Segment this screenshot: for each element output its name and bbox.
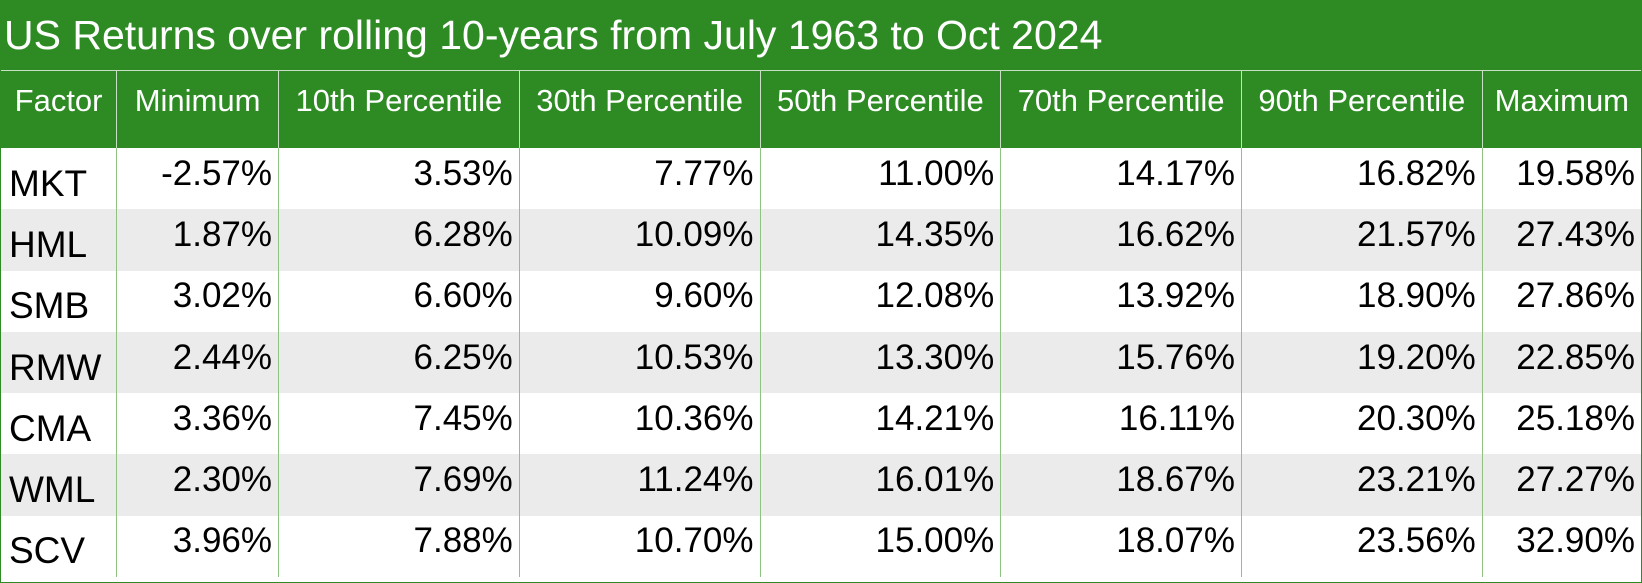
table-body: MKT -2.57% 3.53% 7.77% 11.00% 14.17% 16.82% 19.…: [1, 148, 1641, 578]
value-cell: 10.70%: [518, 515, 760, 578]
value-cell: 25.18%: [1481, 393, 1641, 455]
value-cell: 10.36%: [518, 393, 760, 455]
value-cell: 3.02%: [116, 270, 279, 332]
value-cell: 7.69%: [278, 454, 520, 516]
value-cell: 19.58%: [1481, 148, 1641, 210]
value-cell: 23.56%: [1240, 515, 1483, 578]
table-row: RMW 2.44% 6.25% 10.53% 13.30% 15.76% 19.20% 22.…: [1, 331, 1641, 394]
value-cell: 23.21%: [1240, 454, 1483, 516]
value-cell: 27.43%: [1481, 209, 1641, 271]
value-cell: 19.20%: [1240, 331, 1483, 394]
value-cell: 14.35%: [759, 209, 1001, 271]
column-header-10th-percentile: 10th Percentile: [278, 71, 520, 148]
value-cell: 16.01%: [759, 454, 1001, 516]
value-cell: 13.92%: [1000, 270, 1242, 332]
value-cell: 15.00%: [759, 515, 1001, 578]
value-cell: 11.24%: [518, 454, 760, 516]
value-cell: 16.11%: [1000, 393, 1242, 455]
table-title: US Returns over rolling 10-years from Ju…: [1, 1, 1641, 71]
value-cell: 9.60%: [518, 270, 760, 332]
factor-cell: MKT: [1, 148, 117, 210]
value-cell: 12.08%: [759, 270, 1001, 332]
value-cell: 16.62%: [1000, 209, 1242, 271]
value-cell: 20.30%: [1240, 393, 1483, 455]
value-cell: 16.82%: [1240, 148, 1483, 210]
value-cell: 27.27%: [1481, 454, 1641, 516]
value-cell: 21.57%: [1240, 209, 1483, 271]
factor-cell: SMB: [1, 270, 117, 332]
value-cell: 15.76%: [1000, 331, 1242, 394]
value-cell: 10.09%: [518, 209, 760, 271]
value-cell: 27.86%: [1481, 270, 1641, 332]
factor-cell: CMA: [1, 393, 117, 455]
table-row: HML 1.87% 6.28% 10.09% 14.35% 16.62% 21.57% 27.…: [1, 209, 1641, 271]
value-cell: 22.85%: [1481, 331, 1641, 394]
value-cell: 3.36%: [116, 393, 279, 455]
table-row: SCV 3.96% 7.88% 10.70% 15.00% 18.07% 23.56% 32.…: [1, 515, 1641, 578]
value-cell: 1.87%: [116, 209, 279, 271]
factor-cell: HML: [1, 209, 117, 271]
table-row: SMB 3.02% 6.60% 9.60% 12.08% 13.92% 18.90% 27.8…: [1, 270, 1641, 332]
table-row: MKT -2.57% 3.53% 7.77% 11.00% 14.17% 16.82% 19.…: [1, 148, 1641, 210]
header-row: Factor Minimum 10th Percentile 30th Perc…: [1, 71, 1641, 148]
value-cell: 7.77%: [518, 148, 760, 210]
value-cell: 14.17%: [1000, 148, 1242, 210]
column-header-90th-percentile: 90th Percentile: [1240, 71, 1483, 148]
value-cell: 6.28%: [278, 209, 520, 271]
value-cell: 6.60%: [278, 270, 520, 332]
table-row: WML 2.30% 7.69% 11.24% 16.01% 18.67% 23.21% 27.…: [1, 454, 1641, 516]
value-cell: 14.21%: [759, 393, 1001, 455]
value-cell: 13.30%: [759, 331, 1001, 394]
value-cell: 18.07%: [1000, 515, 1242, 578]
value-cell: 32.90%: [1481, 515, 1641, 578]
column-header-50th-percentile: 50th Percentile: [759, 71, 1001, 148]
column-header-maximum: Maximum: [1481, 71, 1641, 148]
column-header-30th-percentile: 30th Percentile: [518, 71, 760, 148]
returns-table: Factor Minimum 10th Percentile 30th Perc…: [1, 71, 1641, 578]
factor-cell: RMW: [1, 331, 117, 394]
factor-cell: SCV: [1, 515, 117, 578]
value-cell: 3.96%: [116, 515, 279, 578]
value-cell: 10.53%: [518, 331, 760, 394]
column-header-minimum: Minimum: [116, 71, 279, 148]
value-cell: 6.25%: [278, 331, 520, 394]
value-cell: 7.45%: [278, 393, 520, 455]
value-cell: 18.67%: [1000, 454, 1242, 516]
value-cell: 2.30%: [116, 454, 279, 516]
value-cell: 7.88%: [278, 515, 520, 578]
column-header-70th-percentile: 70th Percentile: [1000, 71, 1242, 148]
value-cell: 18.90%: [1240, 270, 1483, 332]
value-cell: -2.57%: [116, 148, 279, 210]
column-header-factor: Factor: [1, 71, 117, 148]
table-row: CMA 3.36% 7.45% 10.36% 14.21% 16.11% 20.30% 25.…: [1, 393, 1641, 455]
value-cell: 3.53%: [278, 148, 520, 210]
factor-cell: WML: [1, 454, 117, 516]
value-cell: 11.00%: [759, 148, 1001, 210]
value-cell: 2.44%: [116, 331, 279, 394]
